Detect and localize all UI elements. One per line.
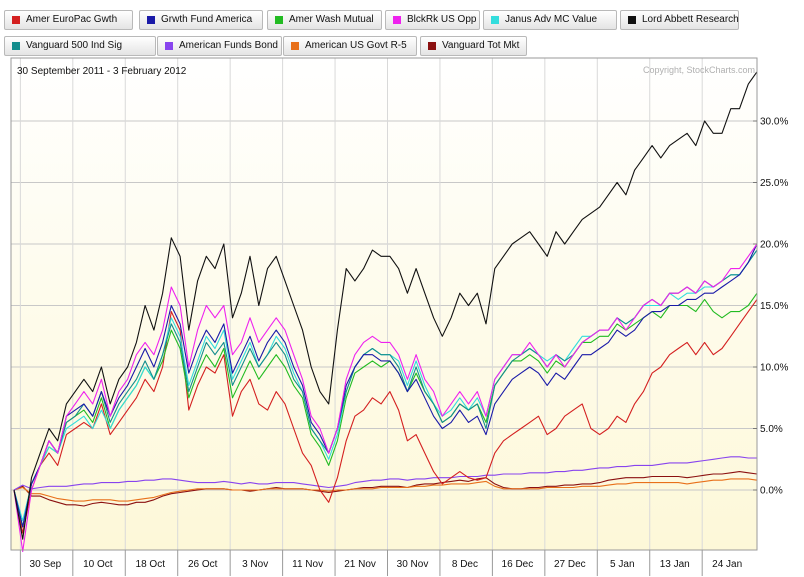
x-tick-label: 27 Dec <box>554 559 586 570</box>
legend-item[interactable]: Amer EuroPac Gwth <box>4 10 133 30</box>
x-tick-label: 30 Nov <box>397 559 429 570</box>
legend-label: Grwth Fund America <box>161 14 253 25</box>
legend-swatch <box>428 42 436 50</box>
legend-item[interactable]: American US Govt R-5 <box>283 36 417 56</box>
legend-item[interactable]: Grwth Fund America <box>139 10 263 30</box>
series-line-american-funds-bond <box>13 456 757 491</box>
legend-label: Amer EuroPac Gwth <box>26 14 118 25</box>
x-tick-label: 3 Nov <box>242 559 268 570</box>
x-tick-label: 8 Dec <box>452 559 478 570</box>
x-tick-label: 30 Sep <box>30 559 62 570</box>
legend-item[interactable]: Vanguard 500 Ind Sig <box>4 36 156 56</box>
y-tick-label: 20.0% <box>760 240 788 251</box>
x-tick-label: 24 Jan <box>712 559 742 570</box>
x-tick-label: 11 Nov <box>292 559 323 570</box>
legend-label: BlckRk US Opp <box>407 14 477 25</box>
series-line-vanguard-500-ind-sig <box>13 249 758 528</box>
series-line-american-us-govt-r-5 <box>13 478 758 502</box>
legend-label: Amer Wash Mutual <box>289 14 374 25</box>
series-line-vanguard-tot-mkt <box>13 471 758 507</box>
y-tick-label: 0.0% <box>760 486 783 497</box>
series-lines <box>13 71 758 553</box>
legend-swatch <box>275 16 283 24</box>
series-line-lord-abbett-research <box>13 71 758 540</box>
plot-background <box>11 58 757 550</box>
series-line-grwth-fund-america <box>13 243 758 528</box>
x-tick-label: 26 Oct <box>188 559 218 570</box>
legend-item[interactable]: Vanguard Tot Mkt <box>420 36 527 56</box>
legend-item[interactable]: Lord Abbett Research <box>620 10 739 30</box>
legend-item[interactable]: BlckRk US Opp <box>385 10 480 30</box>
legend-item[interactable]: American Funds Bond <box>157 36 282 56</box>
y-tick-label: 10.0% <box>760 363 788 374</box>
x-axis: 30 Sep 10 Oct 18 Oct 26 Oct 3 Nov 11 Nov 21 No… <box>11 549 757 576</box>
series-line-amer-europac-gwth <box>13 299 758 534</box>
legend-item[interactable]: Amer Wash Mutual <box>267 10 382 30</box>
y-tick-label: 30.0% <box>760 117 788 128</box>
legend-swatch <box>628 16 636 24</box>
legend-label: Vanguard Tot Mkt <box>442 40 520 51</box>
legend-item[interactable]: Janus Adv MC Value <box>483 10 617 30</box>
legend-swatch <box>12 16 20 24</box>
legend-label: Lord Abbett Research <box>642 14 739 25</box>
legend-label: American US Govt R-5 <box>305 40 407 51</box>
legend-swatch <box>291 42 299 50</box>
series-line-blckrk-us-opp <box>13 243 758 553</box>
legend-swatch <box>12 42 20 50</box>
legend-swatch <box>165 42 173 50</box>
legend-label: American Funds Bond <box>179 40 278 51</box>
legend-label: Janus Adv MC Value <box>505 14 598 25</box>
x-tick-label: 18 Oct <box>136 559 166 570</box>
legend-label: Vanguard 500 Ind Sig <box>26 40 123 51</box>
x-tick-label: 21 Nov <box>344 559 376 570</box>
x-tick-label: 10 Oct <box>83 559 113 570</box>
y-tick-label: 5.0% <box>760 424 783 435</box>
x-tick-label: 5 Jan <box>610 559 634 570</box>
x-tick-label: 13 Jan <box>660 559 690 570</box>
x-tick-label: 16 Dec <box>502 559 534 570</box>
legend: Amer EuroPac Gwth Grwth Fund America Amer … <box>0 0 804 58</box>
copyright-text: Copyright, StockCharts.com <box>643 65 755 75</box>
y-tick-label: 25.0% <box>760 178 788 189</box>
y-tick-label: 15.0% <box>760 301 788 312</box>
y-axis: 0.0% 5.0% 10.0% 15.0% 20.0% 25.0% 30.0% <box>753 117 788 497</box>
legend-swatch <box>491 16 499 24</box>
legend-swatch <box>147 16 155 24</box>
chart-title: 30 September 2011 - 3 February 2012 <box>17 66 187 77</box>
vertical-gridlines <box>19 58 703 550</box>
legend-swatch <box>393 16 401 24</box>
horizontal-gridlines <box>11 120 757 491</box>
